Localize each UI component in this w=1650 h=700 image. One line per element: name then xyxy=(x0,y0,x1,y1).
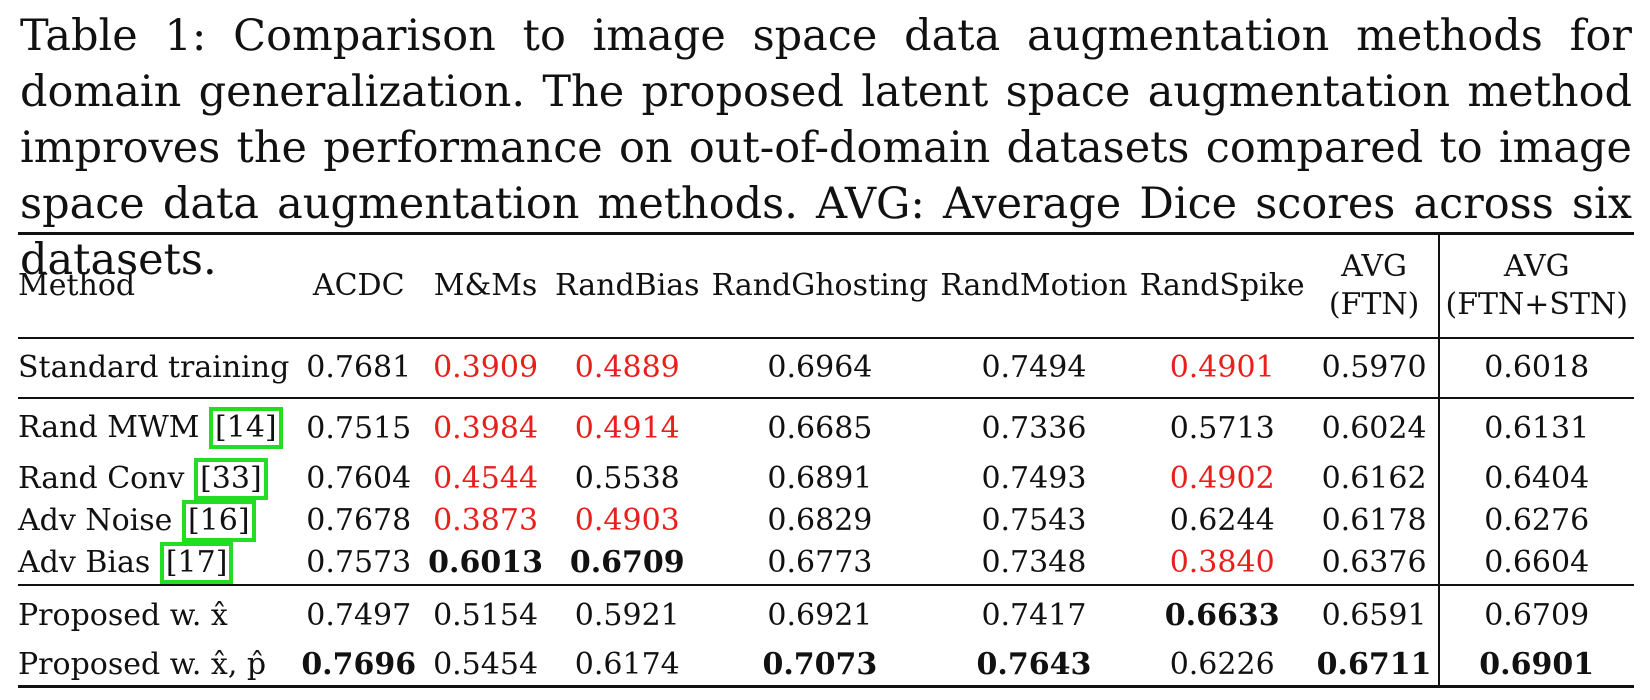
header-avg-ftn-stn-line1: AVG xyxy=(1503,248,1570,284)
value-cell: 0.6131 xyxy=(1484,410,1590,446)
value-cell: 0.7543 xyxy=(981,503,1087,538)
value-cell: 0.4889 xyxy=(574,350,680,385)
header-randghosting: RandGhosting xyxy=(711,268,929,304)
value-cell: 0.4544 xyxy=(433,461,539,496)
value-cell: 0.6376 xyxy=(1310,541,1440,585)
value-cell: 0.4902 xyxy=(1169,461,1275,496)
method-name: Rand Conv xyxy=(18,460,185,496)
value-cell: 0.6244 xyxy=(1169,503,1275,538)
value-cell: 0.7073 xyxy=(762,647,878,683)
header-randbias: RandBias xyxy=(554,268,700,304)
value-cell: 0.4914 xyxy=(574,410,680,446)
value-cell: 0.4901 xyxy=(1169,350,1275,385)
method-cell: Adv Bias [17] xyxy=(18,541,295,585)
table-row: Proposed w. x̂ 0.7497 0.5154 0.5921 0.69… xyxy=(18,584,1634,645)
citation-link[interactable]: [16] xyxy=(181,499,256,542)
value-cell: 0.3909 xyxy=(433,350,539,385)
table-row: Adv Noise [16] 0.7678 0.3873 0.4903 0.68… xyxy=(18,499,1634,542)
method-cell: Rand MWM [14] xyxy=(18,398,295,458)
table-row: Standard training 0.7681 0.3909 0.4889 0… xyxy=(18,337,1634,398)
value-cell: 0.6711 xyxy=(1310,644,1440,687)
method-name: Rand MWM xyxy=(18,410,200,445)
value-cell: 0.7417 xyxy=(981,597,1087,633)
value-cell: 0.5454 xyxy=(433,647,539,683)
value-cell: 0.6685 xyxy=(767,410,873,446)
table-header: Method ACDC M&Ms RandBias RandGhosting R… xyxy=(18,233,1634,338)
value-cell: 0.3840 xyxy=(1169,545,1275,580)
value-cell: 0.6921 xyxy=(767,597,873,633)
value-cell: 0.5921 xyxy=(574,597,680,633)
header-randspike: RandSpike xyxy=(1139,268,1305,304)
value-cell: 0.6226 xyxy=(1169,647,1275,683)
baseline-group: Standard training 0.7681 0.3909 0.4889 0… xyxy=(18,337,1634,398)
method-cell: Adv Noise [16] xyxy=(18,499,295,542)
citation-link[interactable]: [14] xyxy=(209,407,283,449)
value-cell: 0.6013 xyxy=(428,545,543,580)
value-cell: 0.7573 xyxy=(306,545,412,580)
value-cell: 0.6174 xyxy=(574,647,680,683)
table-row: Rand MWM [14] 0.7515 0.3984 0.4914 0.668… xyxy=(18,397,1634,458)
method-name: Adv Noise xyxy=(18,502,173,538)
value-cell: 0.7515 xyxy=(306,410,412,446)
table-row: Adv Bias [17] 0.7573 0.6013 0.6709 0.677… xyxy=(18,541,1634,585)
method-cell: Standard training xyxy=(18,350,290,385)
value-cell: 0.5538 xyxy=(574,461,680,496)
value-cell: 0.5713 xyxy=(1169,410,1275,446)
value-cell: 0.7696 xyxy=(301,647,417,683)
value-cell: 0.6591 xyxy=(1310,584,1440,645)
value-cell: 0.6018 xyxy=(1484,350,1590,385)
value-cell: 0.5970 xyxy=(1310,337,1440,398)
value-cell: 0.3984 xyxy=(433,410,539,446)
value-cell: 0.6709 xyxy=(569,545,685,580)
value-cell: 0.4903 xyxy=(574,503,680,538)
header-acdc: ACDC xyxy=(312,268,405,304)
value-cell: 0.6162 xyxy=(1310,457,1440,500)
method-cell: Proposed w. x̂, p̂ xyxy=(18,647,267,683)
results-table: Method ACDC M&Ms RandBias RandGhosting R… xyxy=(18,232,1634,688)
value-cell: 0.7493 xyxy=(981,461,1087,496)
value-cell: 0.6404 xyxy=(1484,461,1590,496)
header-avg-ftn-stn: AVG (FTN+STN) xyxy=(1439,234,1634,338)
value-cell: 0.7336 xyxy=(981,410,1087,446)
proposed-group: Proposed w. x̂ 0.7497 0.5154 0.5921 0.69… xyxy=(18,584,1634,687)
value-cell: 0.6964 xyxy=(767,350,873,385)
value-cell: 0.6276 xyxy=(1484,503,1590,538)
value-cell: 0.7678 xyxy=(306,503,412,538)
method-cell: Proposed w. x̂ xyxy=(18,597,228,633)
value-cell: 0.7681 xyxy=(306,350,412,385)
value-cell: 0.7497 xyxy=(306,597,412,633)
value-cell: 0.3873 xyxy=(433,503,539,538)
value-cell: 0.7348 xyxy=(981,545,1087,580)
header-randmotion: RandMotion xyxy=(940,268,1128,304)
image-augmentation-group: Rand MWM [14] 0.7515 0.3984 0.4914 0.668… xyxy=(18,397,1634,585)
value-cell: 0.6633 xyxy=(1164,597,1280,633)
value-cell: 0.7643 xyxy=(976,647,1092,683)
header-avg-ftn-line2: (FTN) xyxy=(1328,286,1420,322)
header-avg-ftn: AVG (FTN) xyxy=(1310,233,1440,338)
value-cell: 0.6773 xyxy=(767,545,873,580)
value-cell: 0.7604 xyxy=(306,461,412,496)
value-cell: 0.6891 xyxy=(767,461,873,496)
value-cell: 0.5154 xyxy=(433,597,539,633)
table-row: Rand Conv [33] 0.7604 0.4544 0.5538 0.68… xyxy=(18,457,1634,500)
method-cell: Rand Conv [33] xyxy=(18,457,295,500)
header-avg-ftn-line1: AVG xyxy=(1341,248,1407,284)
header-avg-ftn-stn-line2: (FTN+STN) xyxy=(1445,286,1628,322)
value-cell: 0.6829 xyxy=(767,503,873,538)
value-cell: 0.6901 xyxy=(1479,647,1595,683)
header-mms: M&Ms xyxy=(433,268,538,304)
value-cell: 0.7494 xyxy=(981,350,1087,385)
header-method: Method xyxy=(18,268,136,304)
citation-link[interactable]: [33] xyxy=(194,457,268,500)
table-row: Proposed w. x̂, p̂ 0.7696 0.5454 0.6174 … xyxy=(18,644,1634,687)
value-cell: 0.6178 xyxy=(1310,499,1440,542)
value-cell: 0.6024 xyxy=(1310,397,1440,458)
citation-link[interactable]: [17] xyxy=(159,541,234,584)
value-cell: 0.6709 xyxy=(1484,597,1590,633)
table-caption: Table 1: Comparison to image space data … xyxy=(20,11,1632,285)
header-row: Method ACDC M&Ms RandBias RandGhosting R… xyxy=(18,233,1634,338)
method-name: Adv Bias xyxy=(18,544,151,580)
value-cell: 0.6604 xyxy=(1484,545,1590,580)
